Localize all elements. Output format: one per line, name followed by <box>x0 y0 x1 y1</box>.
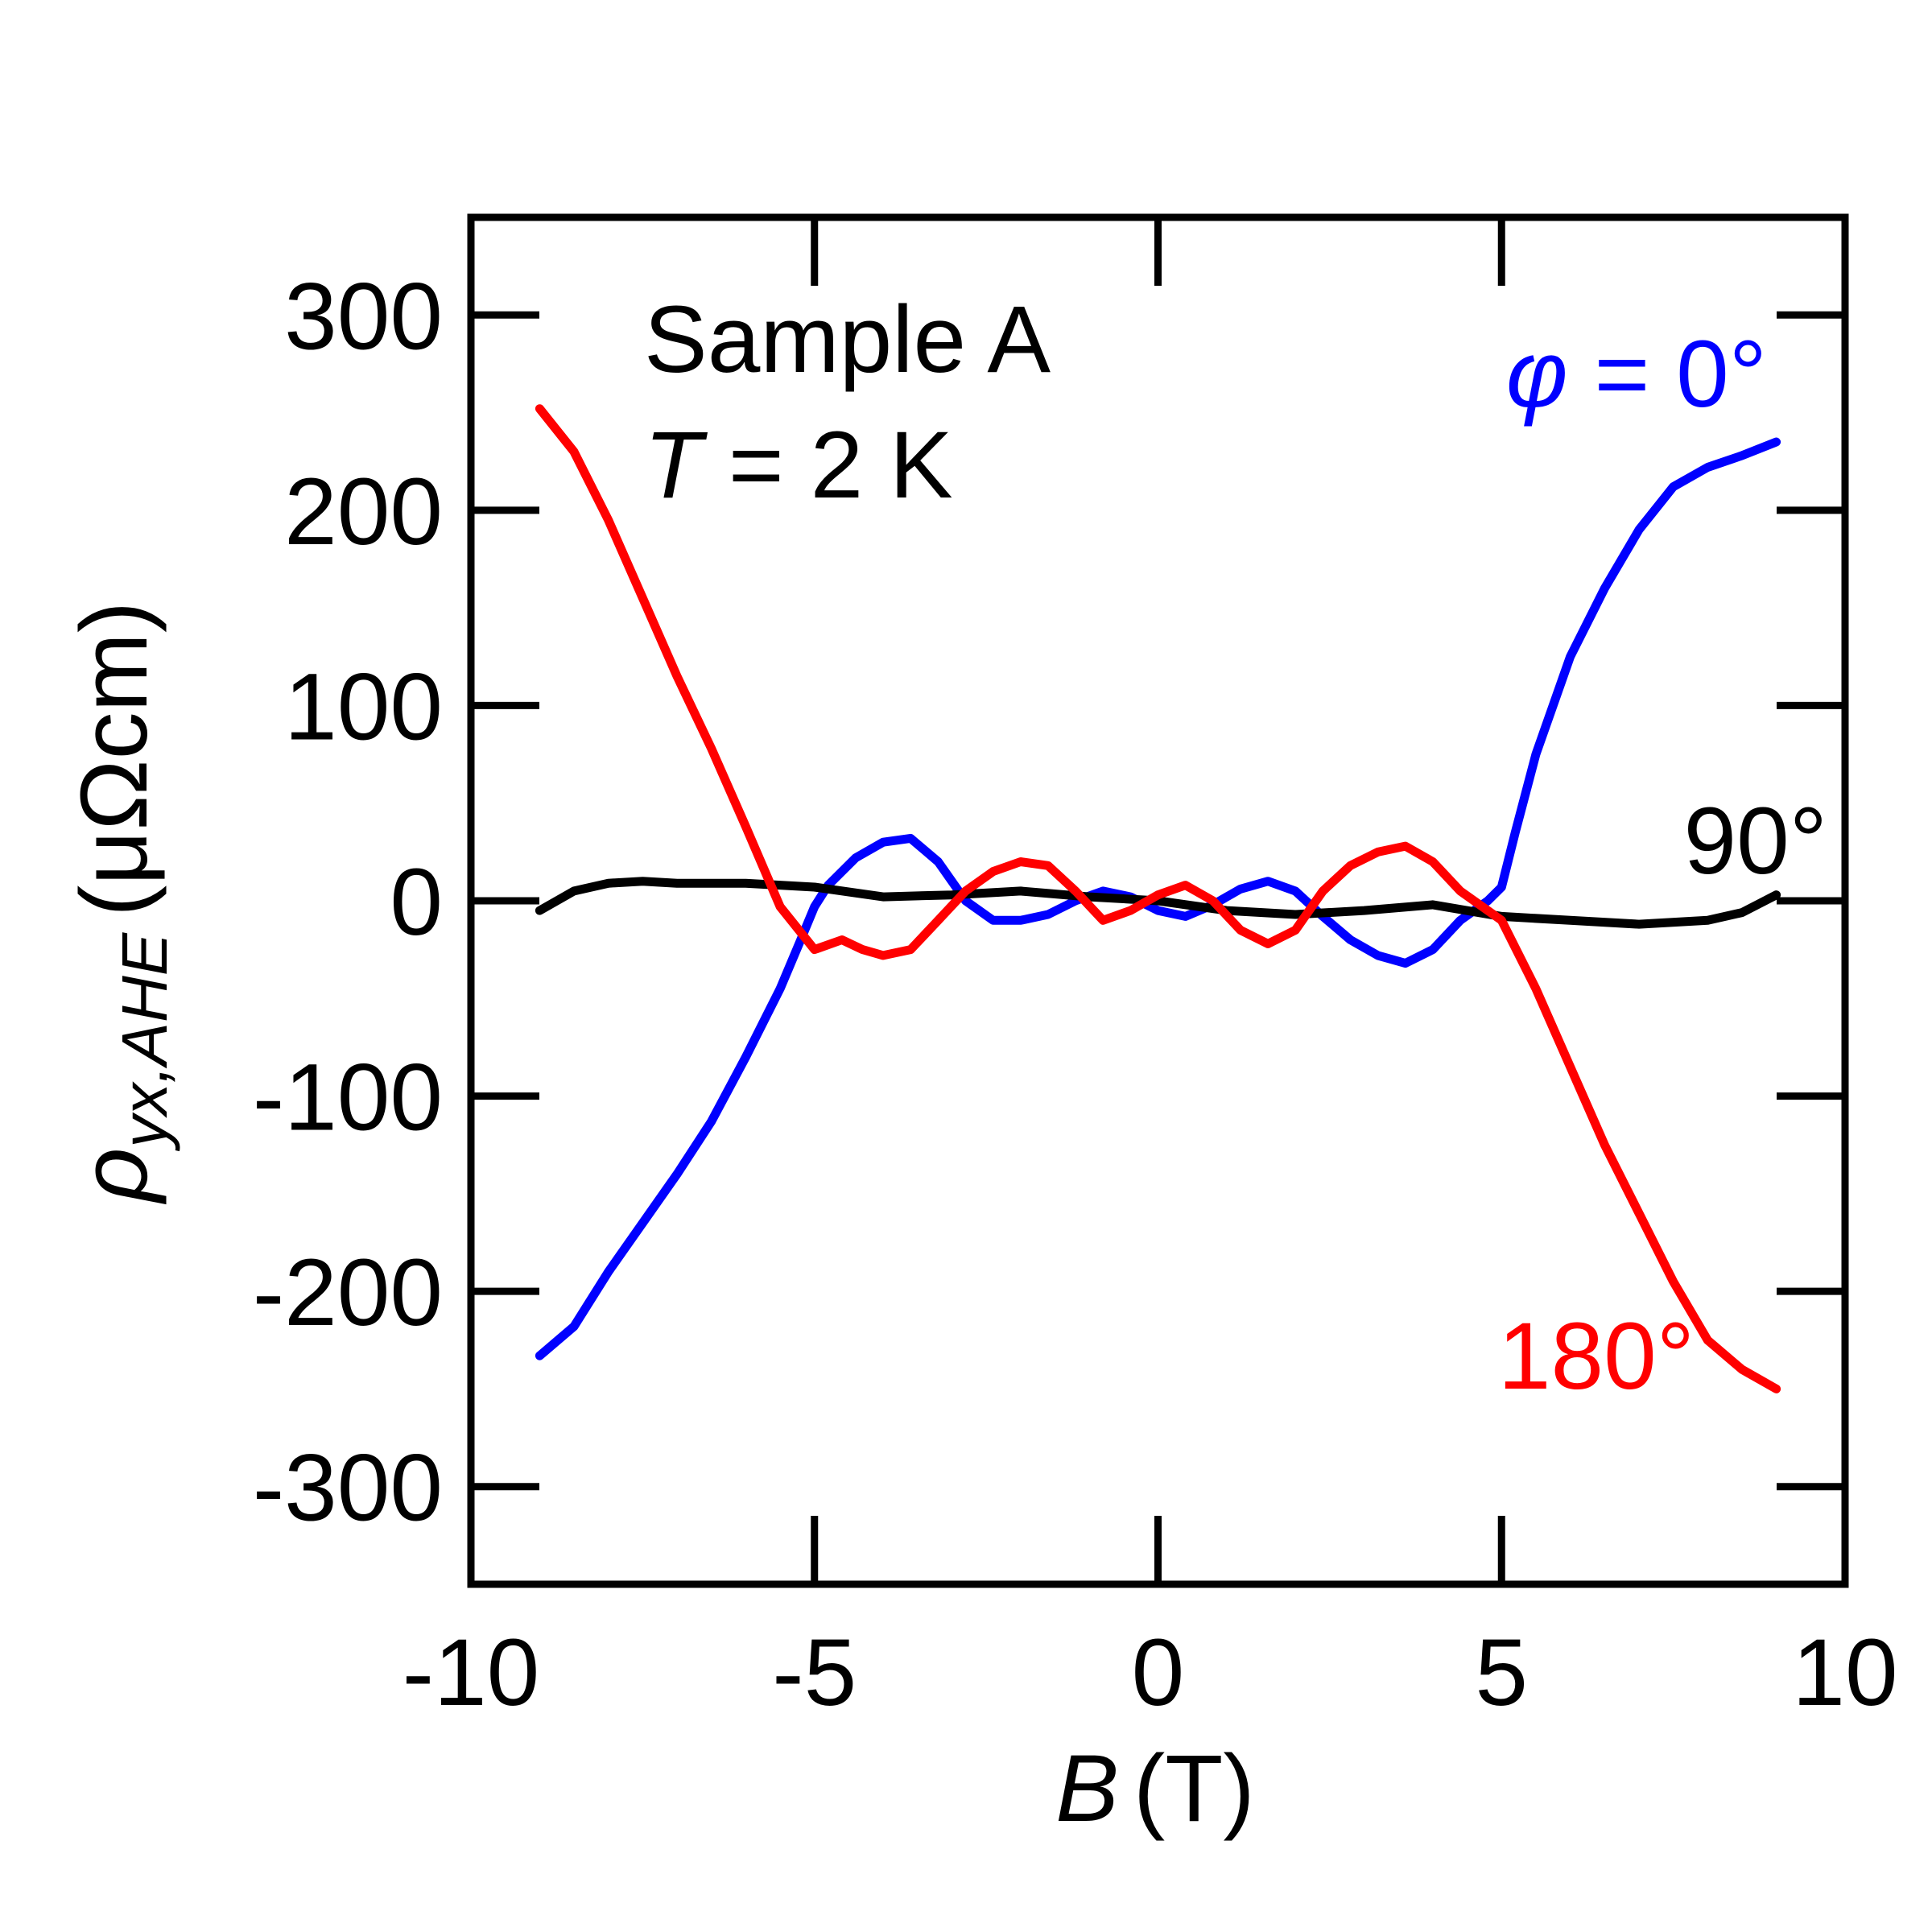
y-axis-symbol: ρ <box>61 1148 167 1205</box>
label-180: 180° <box>1498 1303 1695 1410</box>
x-tick-label: -5 <box>772 1620 857 1726</box>
y-tick-label: -200 <box>253 1240 443 1346</box>
tick-labels-layer: -10 -5 0 5 10 -300 -200 -100 0 100 200 300 <box>253 263 1898 1726</box>
phi-value: = 0° <box>1568 321 1767 427</box>
label-90: 90° <box>1684 788 1827 894</box>
series-line-2 <box>535 877 1781 929</box>
x-tick-label: 0 <box>1132 1620 1185 1726</box>
x-axis-unit: (T) <box>1133 1736 1255 1842</box>
temperature-label: T = 2 K <box>644 412 953 518</box>
x-axis-symbol: B <box>1055 1736 1119 1842</box>
y-tick-label: 100 <box>284 654 443 760</box>
y-axis-title: ρyx,AHE (μΩcm) <box>61 601 180 1204</box>
y-axis-subscript: yx,AHE <box>109 931 180 1151</box>
x-tick-label: 5 <box>1475 1620 1528 1726</box>
y-tick-label: -100 <box>253 1045 443 1151</box>
temperature-symbol: T <box>644 412 708 518</box>
phi-symbol: φ <box>1506 321 1568 427</box>
x-axis-title: B (T) <box>1055 1736 1254 1842</box>
y-tick-label: 200 <box>284 459 443 565</box>
y-tick-label: 300 <box>284 263 443 369</box>
phi-label: φ = 0° <box>1506 321 1767 427</box>
sample-label: Sample A <box>644 287 1051 393</box>
temperature-value: = 2 K <box>702 412 953 518</box>
y-axis-unit: (μΩcm) <box>61 601 167 917</box>
series-line-3 <box>535 404 1781 1393</box>
series-line-1 <box>535 437 1781 1360</box>
ticks-layer <box>471 217 1845 1584</box>
series-layer <box>535 404 1781 1393</box>
x-tick-label: -10 <box>402 1620 540 1726</box>
y-tick-label: -300 <box>253 1435 443 1542</box>
y-tick-label: 0 <box>390 849 443 956</box>
x-tick-label: 10 <box>1792 1620 1897 1726</box>
